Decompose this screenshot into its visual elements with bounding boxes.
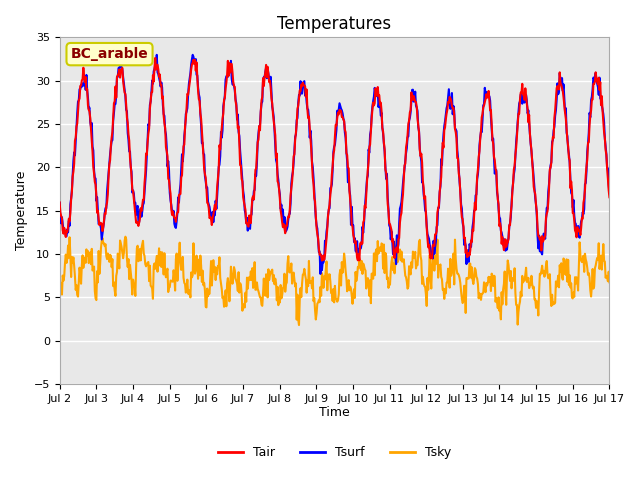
Tair (318, 258, 326, 264)
Tsky (56, 288, 63, 294)
Tsky (605, 279, 613, 285)
Tsurf (189, 52, 196, 58)
Legend: Tair, Tsurf, Tsky: Tair, Tsurf, Tsky (213, 442, 456, 465)
Tair (208, 222, 216, 228)
Tsky (179, 254, 187, 260)
Line: Tsky: Tsky (60, 237, 609, 325)
Title: Temperatures: Temperatures (278, 15, 392, 33)
Tair (605, 194, 613, 200)
Tsurf (122, 107, 130, 113)
Tsky (295, 322, 303, 328)
Tsurf (66, 223, 74, 228)
Tsurf (317, 271, 324, 277)
Tsurf (403, 145, 411, 151)
Tair (56, 200, 63, 205)
Tair (152, 55, 159, 61)
Tsky (123, 256, 131, 262)
Line: Tsurf: Tsurf (60, 55, 609, 274)
Tsky (122, 234, 129, 240)
X-axis label: Time: Time (319, 407, 350, 420)
Tair (122, 102, 130, 108)
Tair (179, 155, 187, 161)
Y-axis label: Temperature: Temperature (15, 171, 28, 251)
Tsurf (208, 213, 216, 219)
Tair (419, 178, 427, 184)
Line: Tair: Tair (60, 58, 609, 261)
Tair (403, 140, 411, 145)
Tsky (403, 279, 411, 285)
Tsurf (605, 190, 613, 196)
Tsurf (56, 200, 63, 206)
Text: BC_arable: BC_arable (70, 47, 148, 61)
Tsurf (178, 151, 186, 157)
Tsky (208, 283, 216, 288)
Tair (66, 218, 74, 224)
Tsurf (419, 179, 427, 185)
Tsky (419, 274, 427, 280)
Tsky (66, 234, 74, 240)
